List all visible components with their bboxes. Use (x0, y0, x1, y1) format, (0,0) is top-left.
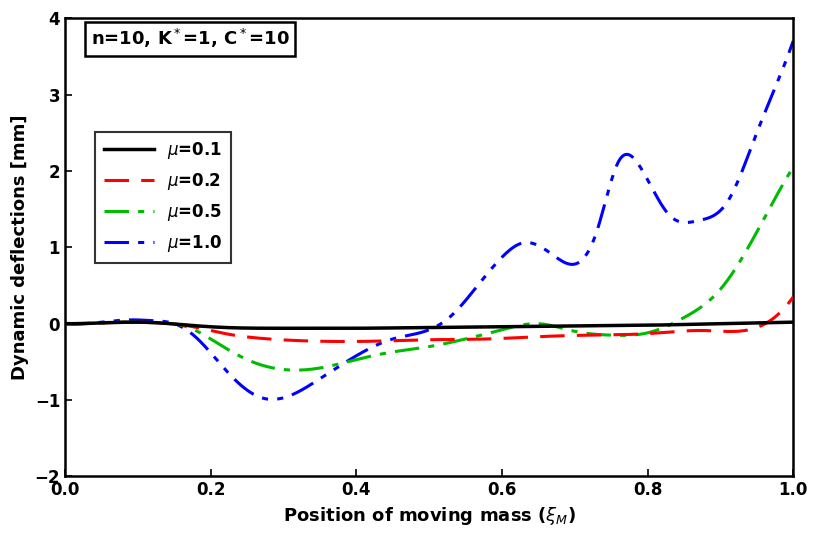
μ=0.5 (247, 358, 257, 365)
μ=0.2 (60, 321, 70, 327)
μ=0.1 (549, 323, 559, 329)
μ=0.5 (788, 164, 798, 171)
μ=0.1 (190, 322, 200, 329)
μ=1.0 (548, 251, 558, 258)
μ=0.5 (548, 323, 558, 329)
μ=1.0 (609, 168, 619, 174)
μ=0.1 (611, 322, 621, 329)
μ=0.1 (788, 319, 798, 325)
X-axis label: Position of moving mass ($\xi_M$): Position of moving mass ($\xi_M$) (283, 505, 576, 527)
μ=0.5 (60, 321, 70, 327)
μ=1.0 (788, 38, 798, 44)
μ=1.0 (247, 390, 257, 397)
Line: μ=0.1: μ=0.1 (65, 322, 793, 328)
μ=0.1 (491, 323, 501, 330)
μ=0.5 (609, 332, 619, 338)
Legend: $\mu$=0.1, $\mu$=0.2, $\mu$=0.5, $\mu$=1.0: $\mu$=0.1, $\mu$=0.2, $\mu$=0.5, $\mu$=1… (95, 132, 231, 263)
Y-axis label: Dynamic deflections [mm]: Dynamic deflections [mm] (11, 115, 29, 380)
μ=0.2 (247, 334, 257, 341)
μ=0.5 (491, 328, 500, 335)
μ=0.2 (391, 337, 400, 344)
μ=0.5 (189, 327, 199, 333)
μ=1.0 (267, 396, 277, 402)
μ=0.2 (491, 336, 500, 342)
Text: n=10, K$^*$=1, C$^*$=10: n=10, K$^*$=1, C$^*$=10 (91, 27, 289, 51)
μ=0.2 (189, 324, 199, 330)
μ=0.2 (609, 331, 619, 338)
μ=0.1 (60, 321, 70, 327)
μ=0.1 (325, 325, 335, 331)
Line: μ=1.0: μ=1.0 (65, 41, 793, 399)
μ=1.0 (60, 321, 70, 327)
μ=0.5 (391, 348, 400, 355)
μ=0.1 (248, 325, 258, 331)
μ=0.5 (291, 367, 301, 373)
μ=0.1 (129, 319, 139, 325)
μ=1.0 (391, 335, 400, 342)
μ=0.2 (548, 333, 558, 339)
Line: μ=0.5: μ=0.5 (65, 167, 793, 370)
μ=0.2 (788, 294, 798, 300)
Line: μ=0.2: μ=0.2 (65, 297, 793, 342)
μ=0.1 (392, 324, 402, 331)
μ=0.2 (340, 338, 350, 345)
μ=1.0 (189, 332, 199, 339)
μ=1.0 (491, 261, 500, 267)
